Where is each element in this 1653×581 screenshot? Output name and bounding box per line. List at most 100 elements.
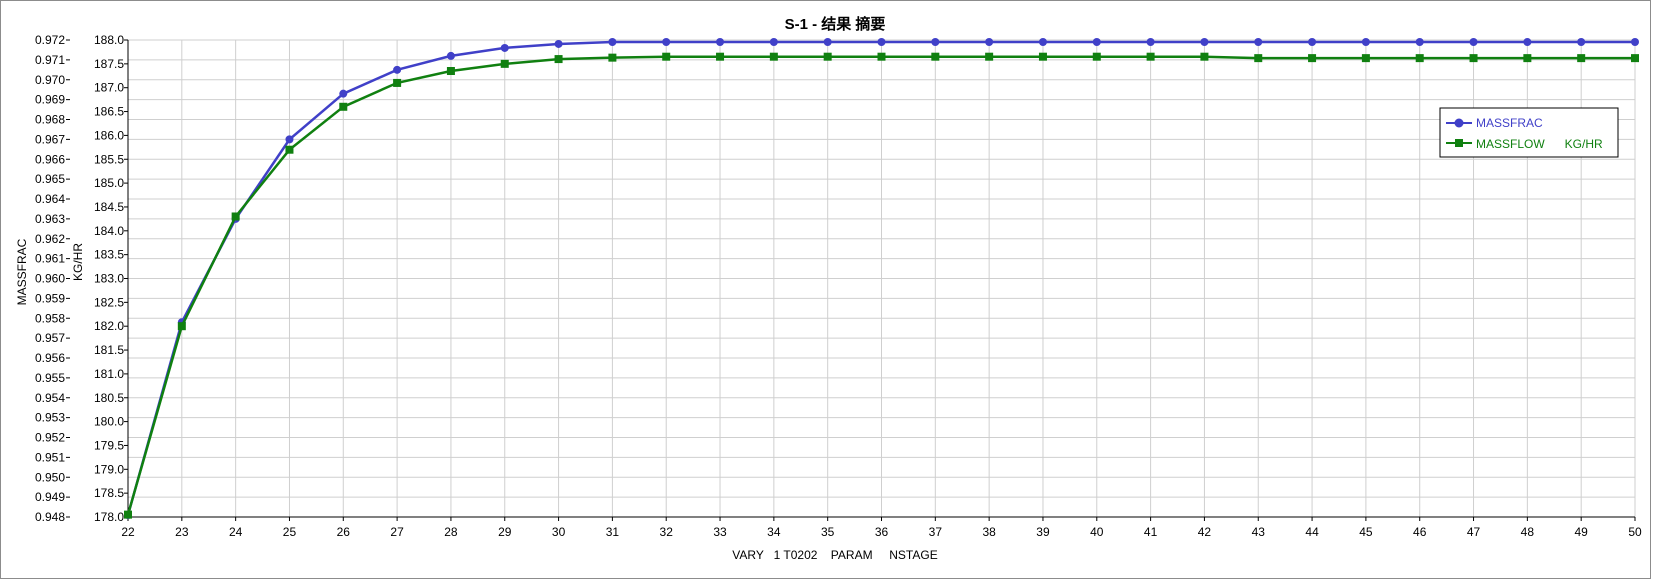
data-point [1308, 54, 1317, 63]
data-point [1254, 37, 1263, 46]
data-point [823, 37, 832, 46]
left-tick-label: 0.957 [35, 331, 65, 345]
left-tick-label: 0.969 [35, 93, 65, 107]
left-tick-label: 0.952 [35, 431, 65, 445]
data-point [662, 37, 671, 46]
legend-label-massflow: MASSFLOW KG/HR [1476, 137, 1603, 151]
x-tick-label: 47 [1467, 525, 1481, 539]
right-tick-label: 187.5 [94, 57, 124, 71]
left-tick-label: 0.964 [35, 192, 65, 206]
data-point [877, 37, 886, 46]
data-point [1146, 52, 1155, 61]
data-point [1361, 37, 1370, 46]
x-tick-label: 28 [444, 525, 458, 539]
left-tick-label: 0.963 [35, 212, 65, 226]
x-tick-label: 37 [929, 525, 943, 539]
x-tick-label: 32 [660, 525, 674, 539]
x-tick-label: 50 [1628, 525, 1642, 539]
chart-title: S-1 - 结果 摘要 [785, 15, 886, 33]
x-tick-label: 39 [1036, 525, 1050, 539]
data-point [716, 52, 725, 61]
data-point [231, 212, 240, 221]
left-tick-label: 0.971 [35, 53, 65, 67]
x-tick-label: 41 [1144, 525, 1158, 539]
data-point [124, 510, 132, 519]
data-point [285, 145, 294, 154]
data-point [446, 67, 455, 76]
x-tick-label: 27 [390, 525, 404, 539]
data-point [1469, 37, 1478, 46]
left-tick-label: 0.953 [35, 411, 65, 425]
x-tick-label: 43 [1252, 525, 1266, 539]
data-point [339, 102, 348, 111]
data-point [1146, 37, 1155, 46]
right-tick-label: 186.0 [94, 128, 124, 142]
data-point [769, 52, 778, 61]
data-point [1631, 54, 1639, 63]
data-point [500, 43, 509, 52]
left-tick-label: 0.967 [35, 132, 65, 146]
right-tick-label: 185.0 [94, 176, 124, 190]
x-tick-label: 29 [498, 525, 512, 539]
right-tick-label: 179.5 [94, 438, 124, 452]
x-tick-label: 38 [982, 525, 996, 539]
right-tick-label: 183.5 [94, 248, 124, 262]
left-tick-label: 0.948 [35, 510, 65, 524]
left-tick-label: 0.960 [35, 272, 65, 286]
data-point [1415, 37, 1424, 46]
data-point [446, 51, 455, 60]
left-tick-label: 0.951 [35, 450, 65, 464]
x-tick-label: 42 [1198, 525, 1212, 539]
data-point [823, 52, 832, 61]
data-point [1469, 54, 1478, 63]
x-tick-label: 49 [1574, 525, 1588, 539]
left-tick-label: 0.958 [35, 311, 65, 325]
data-point [1577, 37, 1586, 46]
legend-marker-massflow [1455, 139, 1463, 147]
series-massflow [124, 52, 1639, 519]
data-point [931, 37, 940, 46]
data-point [1361, 54, 1370, 63]
data-point [1415, 54, 1424, 63]
right-tick-label: 188.0 [94, 33, 124, 47]
x-tick-label: 23 [175, 525, 189, 539]
data-point [1577, 54, 1586, 63]
data-point [1200, 37, 1209, 46]
series-layer [124, 37, 1639, 520]
right-tick-label: 181.5 [94, 343, 124, 357]
data-point [1092, 52, 1101, 61]
data-point [1523, 54, 1532, 63]
right-tick-label: 179.0 [94, 462, 124, 476]
data-point [1092, 37, 1101, 46]
x-tick-label: 24 [229, 525, 243, 539]
left-axis-title: MASSFRAC [15, 238, 29, 305]
data-point [985, 37, 994, 46]
left-tick-label: 0.949 [35, 490, 65, 504]
x-tick-label: 35 [821, 525, 835, 539]
x-tick-label: 46 [1413, 525, 1427, 539]
left-tick-label: 0.962 [35, 232, 65, 246]
left-tick-label: 0.950 [35, 470, 65, 484]
left-tick-label: 0.959 [35, 291, 65, 305]
data-point [877, 52, 886, 61]
left-tick-label: 0.955 [35, 371, 65, 385]
legend-marker-massfrac [1454, 118, 1464, 128]
right-tick-label: 182.5 [94, 295, 124, 309]
data-point [339, 89, 348, 98]
right-tick-label: 183.0 [94, 272, 124, 286]
data-point [931, 52, 940, 61]
grid-lines [127, 39, 1636, 518]
x-axis-title: VARY 1 T0202 PARAM NSTAGE [732, 548, 937, 562]
right-tick-label: 186.5 [94, 105, 124, 119]
right-tick-label: 184.5 [94, 200, 124, 214]
data-point [554, 39, 563, 48]
legend-label-massfrac: MASSFRAC [1476, 116, 1543, 130]
left-tick-label: 0.972 [35, 33, 65, 47]
data-point [1308, 37, 1317, 46]
x-tick-label: 44 [1305, 525, 1319, 539]
right-tick-label: 180.5 [94, 391, 124, 405]
left-axis-ticks: 0.948 0.949 0.950 0.951 0.952 0.953 0.954 0.955… [35, 33, 70, 524]
data-point [608, 37, 617, 46]
legend-box [1439, 107, 1619, 158]
